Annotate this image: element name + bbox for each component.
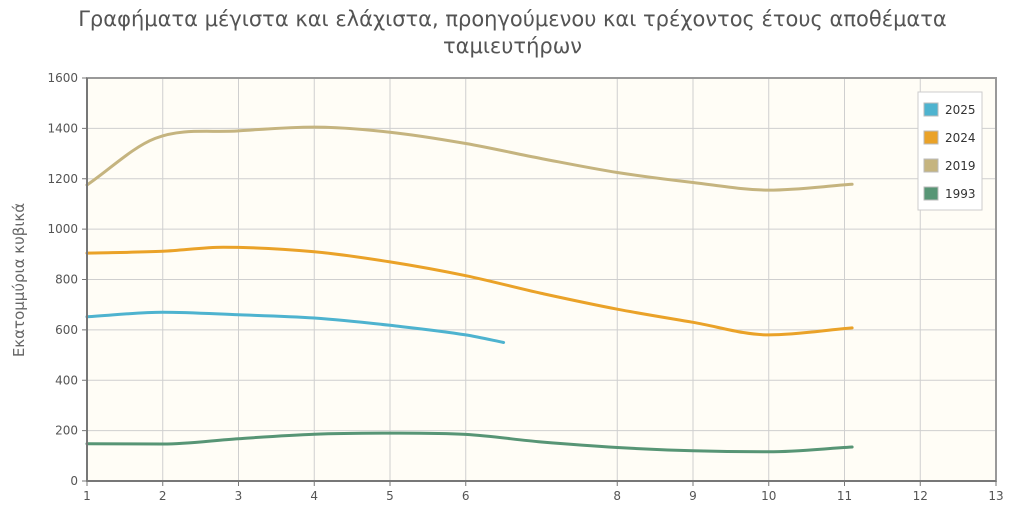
series-line-2019 — [85, 125, 854, 192]
chart-title-line-2: ταμιευτήρων — [442, 34, 583, 58]
legend-label-2024[interactable]: 2024 — [945, 131, 976, 145]
y-tick-label: 1200 — [47, 172, 78, 186]
y-tick-label: 0 — [70, 474, 78, 488]
y-axis-label: Εκατομμύρια κυβικά — [10, 203, 28, 357]
x-tick-label: 12 — [913, 489, 928, 503]
axes — [82, 77, 997, 486]
series-line-2024 — [85, 245, 854, 337]
legend-swatch-1993[interactable] — [923, 186, 939, 201]
x-tick-label: 13 — [988, 489, 1003, 503]
x-tick-label: 4 — [310, 489, 318, 503]
x-tick-label: 2 — [159, 489, 167, 503]
x-tick-label: 3 — [235, 489, 243, 503]
x-tick-label: 1 — [83, 489, 91, 503]
x-tick-label: 5 — [386, 489, 394, 503]
chart-title: Γραφήματα μέγιστα και ελάχιστα, προηγούμ… — [0, 6, 1025, 60]
legend-label-2025[interactable]: 2025 — [945, 103, 976, 117]
x-tick-label: 11 — [837, 489, 852, 503]
y-tick-label: 800 — [55, 273, 78, 287]
x-tick-label: 6 — [462, 489, 470, 503]
y-tick-label: 600 — [55, 323, 78, 337]
legend[interactable]: 2025 2024 2019 1993 — [917, 91, 983, 211]
x-tick-label: 10 — [761, 489, 776, 503]
chart-title-line-1: Γραφήματα μέγιστα και ελάχιστα, προηγούμ… — [78, 7, 947, 31]
legend-swatch-2025[interactable] — [923, 102, 939, 117]
series-line-2025 — [85, 310, 506, 344]
legend-swatch-2024[interactable] — [923, 130, 939, 145]
y-tick-label: 200 — [55, 424, 78, 438]
y-tick-label: 1600 — [47, 71, 78, 85]
y-tick-label: 400 — [55, 373, 78, 387]
legend-label-2019[interactable]: 2019 — [945, 159, 976, 173]
y-tick-label: 1000 — [47, 222, 78, 236]
series-line-1993 — [85, 431, 854, 454]
y-tick-label: 1400 — [47, 121, 78, 135]
legend-swatch-2019[interactable] — [923, 158, 939, 173]
x-tick-label: 8 — [613, 489, 621, 503]
x-tick-label: 9 — [689, 489, 697, 503]
legend-label-1993[interactable]: 1993 — [945, 187, 976, 201]
series-group — [85, 125, 854, 454]
